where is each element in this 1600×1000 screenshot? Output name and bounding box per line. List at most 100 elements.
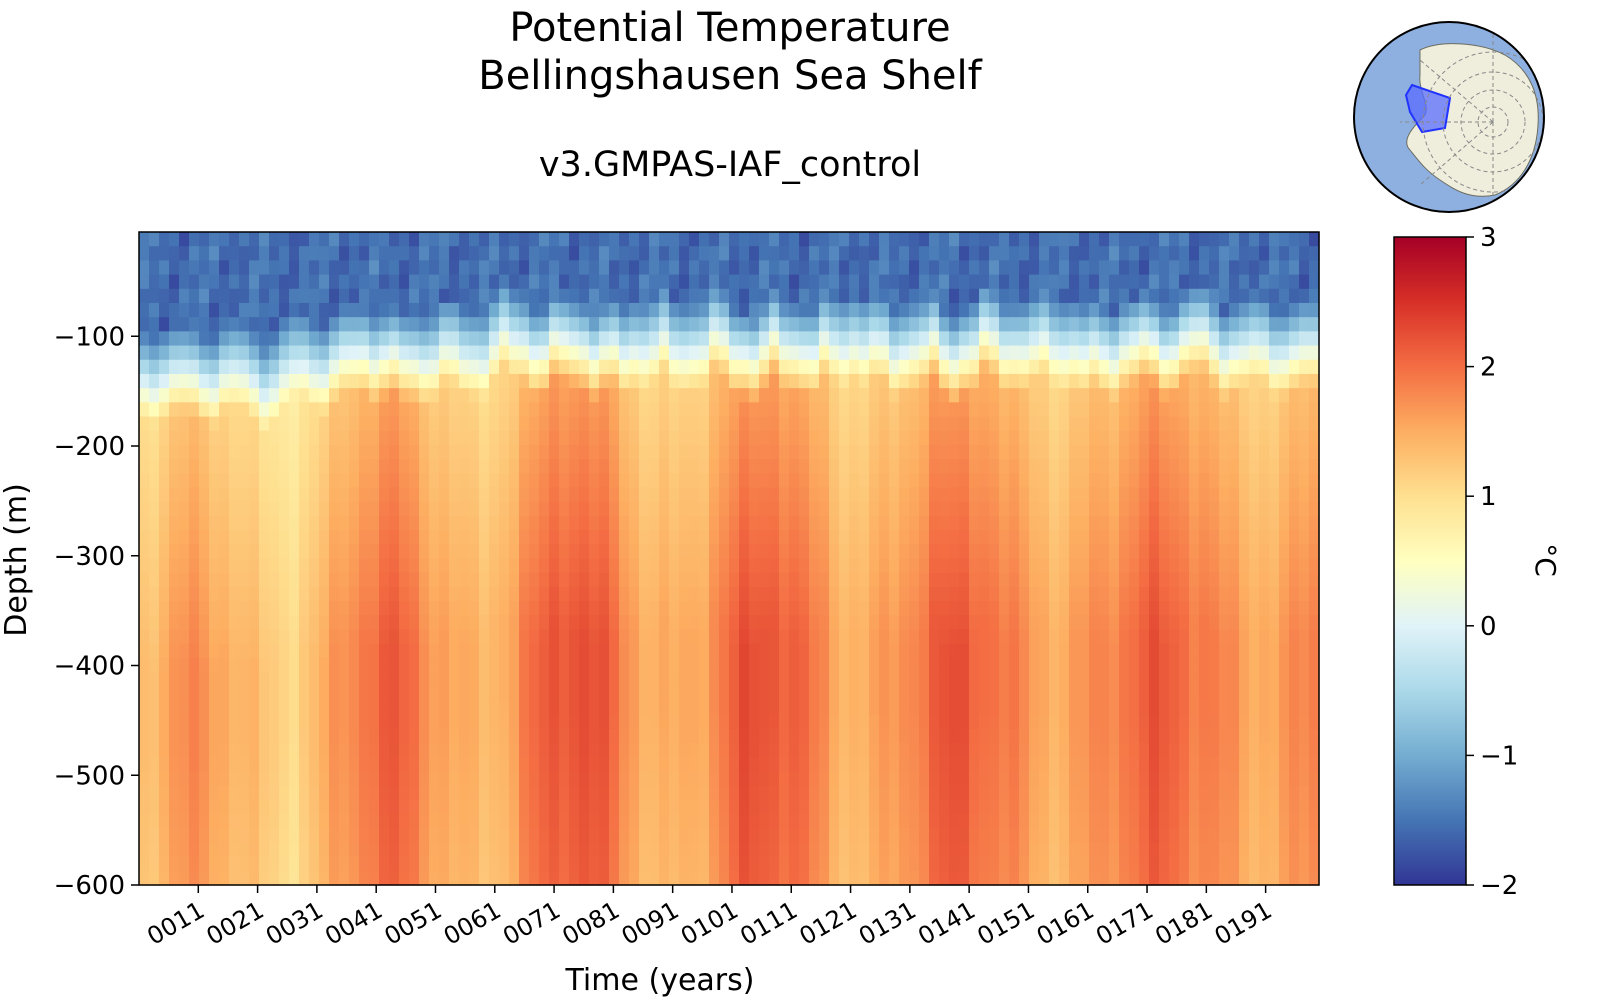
heatmap-cell	[949, 388, 960, 403]
heatmap-cell	[559, 714, 570, 730]
heatmap-cell	[579, 672, 590, 687]
heatmap-cell	[729, 672, 740, 687]
heatmap-cell	[389, 558, 400, 574]
heatmap-cell	[1089, 288, 1100, 304]
heatmap-cell	[1159, 629, 1170, 645]
heatmap-cell	[309, 601, 320, 616]
heatmap-cell	[719, 572, 730, 588]
heatmap-cell	[449, 444, 460, 460]
heatmap-cell	[599, 643, 610, 659]
heatmap-cell	[1179, 828, 1190, 844]
heatmap-cell	[1179, 785, 1190, 801]
heatmap-cell	[589, 785, 600, 801]
heatmap-cell	[1209, 799, 1220, 815]
heatmap-cell	[489, 388, 500, 403]
heatmap-cell	[739, 274, 750, 290]
heatmap-cell	[1199, 757, 1210, 773]
heatmap-cell	[519, 317, 530, 332]
heatmap-cell	[579, 345, 590, 361]
heatmap-cell	[299, 558, 310, 574]
heatmap-cell	[859, 814, 870, 829]
heatmap-cell	[659, 870, 670, 886]
heatmap-cell	[369, 260, 380, 276]
heatmap-cell	[689, 530, 700, 545]
heatmap-cell	[829, 743, 840, 758]
heatmap-cell	[489, 672, 500, 687]
heatmap-cell	[829, 700, 840, 716]
heatmap-cell	[789, 302, 800, 318]
heatmap-cell	[349, 302, 360, 318]
heatmap-cell	[369, 359, 380, 375]
heatmap-cell	[1199, 274, 1210, 290]
heatmap-cell	[1099, 430, 1110, 446]
heatmap-cell	[949, 700, 960, 716]
heatmap-cell	[219, 288, 230, 304]
heatmap-cell	[1089, 643, 1100, 659]
heatmap-cell	[509, 274, 520, 290]
heatmap-cell	[689, 373, 700, 389]
heatmap-cell	[159, 686, 170, 702]
heatmap-cell	[479, 331, 490, 347]
heatmap-cell	[139, 288, 150, 304]
heatmap-cell	[239, 785, 250, 801]
heatmap-cell	[729, 757, 740, 773]
heatmap-cell	[219, 359, 230, 375]
heatmap-cell	[629, 317, 640, 332]
heatmap-cell	[309, 430, 320, 446]
heatmap-cell	[499, 430, 510, 446]
heatmap-cell	[749, 728, 760, 744]
heatmap-cell	[1009, 700, 1020, 716]
heatmap-cell	[689, 331, 700, 347]
heatmap-cell	[309, 260, 320, 276]
heatmap-cell	[239, 246, 250, 261]
heatmap-cell	[519, 359, 530, 375]
heatmap-cell	[509, 828, 520, 844]
heatmap-cell	[519, 757, 530, 773]
heatmap-cell	[649, 856, 660, 872]
heatmap-cell	[1079, 402, 1090, 418]
heatmap-cell	[979, 700, 990, 716]
heatmap-cell	[659, 728, 670, 744]
heatmap-cell	[479, 814, 490, 829]
heatmap-cell	[739, 501, 750, 517]
heatmap-cell	[529, 501, 540, 517]
heatmap-cell	[289, 842, 300, 858]
heatmap-cell	[539, 359, 550, 375]
heatmap-cell	[1049, 856, 1060, 872]
heatmap-cell	[159, 487, 170, 503]
heatmap-cell	[499, 558, 510, 574]
heatmap-cell	[189, 657, 200, 673]
heatmap-cell	[1049, 572, 1060, 588]
heatmap-cell	[1199, 416, 1210, 432]
heatmap-cell	[659, 799, 670, 815]
heatmap-cell	[1219, 288, 1230, 304]
heatmap-cell	[719, 515, 730, 531]
heatmap-cell	[649, 402, 660, 418]
heatmap-cell	[189, 544, 200, 560]
heatmap-cell	[399, 629, 410, 645]
heatmap-cell	[509, 430, 520, 446]
heatmap-cell	[239, 487, 250, 503]
heatmap-cell	[789, 473, 800, 489]
heatmap-cell	[149, 359, 160, 375]
heatmap-cell	[299, 828, 310, 844]
heatmap-cell	[319, 260, 330, 276]
heatmap-cell	[189, 444, 200, 460]
heatmap-cell	[779, 317, 790, 332]
heatmap-cell	[809, 288, 820, 304]
heatmap-cell	[309, 246, 320, 261]
heatmap-cell	[199, 728, 210, 744]
heatmap-cell	[669, 501, 680, 517]
heatmap-cell	[729, 629, 740, 645]
heatmap-cell	[1129, 530, 1140, 545]
heatmap-cell	[789, 686, 800, 702]
heatmap-cell	[149, 856, 160, 872]
heatmap-cell	[369, 459, 380, 474]
heatmap-cell	[199, 586, 210, 602]
heatmap-cell	[819, 672, 830, 687]
heatmap-cell	[1149, 700, 1160, 716]
heatmap-cell	[289, 799, 300, 815]
heatmap-cell	[819, 373, 830, 389]
heatmap-cell	[919, 402, 930, 418]
heatmap-cell	[829, 260, 840, 276]
